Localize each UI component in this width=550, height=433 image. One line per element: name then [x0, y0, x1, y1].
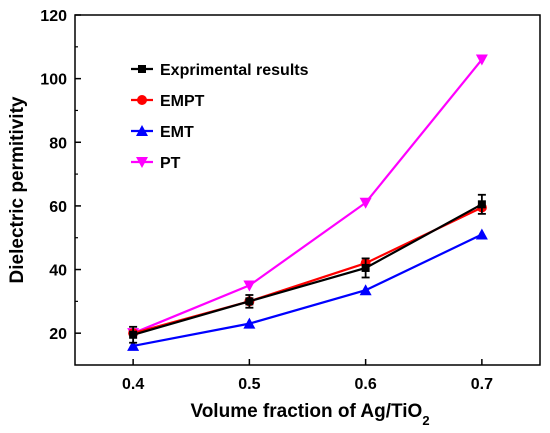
data-point — [361, 263, 370, 272]
x-axis-label-subscript: 2 — [422, 413, 429, 428]
series-line — [132, 203, 483, 336]
series-layer — [127, 54, 488, 351]
y-tick-label: 100 — [40, 72, 67, 89]
x-axis-label: Volume fraction of Ag/TiO2 — [190, 401, 429, 428]
legend-marker — [136, 125, 148, 136]
legend-item: EMT — [131, 124, 194, 141]
legend-label: PT — [160, 155, 181, 172]
y-tick-label: 120 — [40, 8, 67, 25]
y-tick-label: 80 — [49, 135, 67, 152]
ticks-layer: 0.4 0.5 0.6 0.7 20 40 60 80 100 120 — [40, 8, 493, 393]
legend-label: EMT — [160, 124, 194, 141]
series-emt — [127, 228, 488, 351]
x-tick-label: 0.7 — [471, 376, 493, 393]
x-axis-label-main: Volume fraction of Ag/TiO — [190, 401, 422, 422]
legend-marker — [138, 65, 146, 73]
y-tick-label: 20 — [49, 326, 67, 343]
legend: Exprimental results EMPT EMT PT — [131, 62, 309, 172]
series-exprimental-results — [129, 193, 486, 344]
data-point — [245, 297, 254, 306]
y-axis-label: Dielectric permitivity — [7, 96, 28, 283]
data-point — [127, 339, 140, 351]
x-tick-label: 0.4 — [122, 376, 144, 393]
data-point — [477, 200, 486, 209]
series-line — [132, 58, 483, 335]
legend-label: Exprimental results — [160, 62, 309, 79]
x-tick-label: 0.6 — [355, 376, 377, 393]
data-point — [359, 284, 372, 296]
x-tick-label: 0.5 — [238, 376, 260, 393]
data-point — [475, 228, 488, 240]
data-point — [129, 330, 138, 339]
legend-item: EMPT — [131, 93, 205, 110]
y-tick-label: 40 — [49, 263, 67, 280]
series-line — [132, 206, 483, 335]
legend-label: EMPT — [160, 93, 205, 110]
series-line — [132, 233, 483, 347]
plot-frame — [74, 14, 541, 366]
data-point — [475, 54, 488, 66]
data-point — [243, 317, 256, 329]
series-empt — [128, 202, 487, 339]
data-point — [243, 280, 256, 292]
legend-marker — [136, 157, 148, 168]
legend-item: Exprimental results — [131, 62, 309, 79]
legend-item: PT — [131, 155, 181, 172]
legend-marker — [137, 95, 147, 105]
y-tick-label: 60 — [49, 199, 67, 216]
data-point — [359, 197, 372, 209]
